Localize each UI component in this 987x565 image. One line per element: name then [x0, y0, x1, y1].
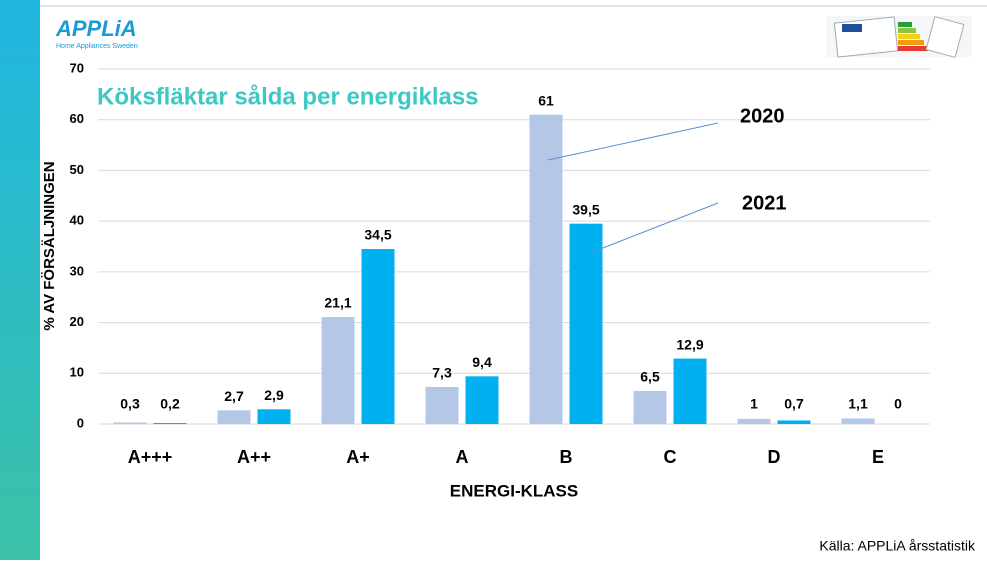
value-label: 2,9: [264, 387, 284, 403]
x-tick-label: A+++: [128, 447, 173, 467]
value-label: 1,1: [848, 396, 868, 412]
y-tick-label: 30: [70, 263, 84, 278]
y-tick-label: 50: [70, 162, 84, 177]
x-axis-title: ENERGI-KLASS: [450, 481, 578, 500]
bar: [114, 422, 147, 424]
value-label: 1: [750, 396, 758, 412]
bar: [154, 423, 187, 424]
x-tick-label: E: [872, 447, 884, 467]
y-tick-label: 20: [70, 314, 84, 329]
bar: [738, 419, 771, 424]
bar: [634, 391, 667, 424]
x-tick-label: D: [768, 447, 781, 467]
value-label: 0,7: [784, 396, 804, 412]
x-tick-label: B: [560, 447, 573, 467]
value-label: 7,3: [432, 365, 452, 381]
bar: [362, 249, 395, 424]
x-tick-label: A++: [237, 447, 271, 467]
bar: [570, 224, 603, 424]
series-label: 2020: [740, 105, 785, 127]
bar: [842, 418, 875, 424]
value-label: 34,5: [364, 227, 391, 243]
series-label: 2021: [742, 192, 787, 214]
value-label: 2,7: [224, 388, 244, 404]
chart-title: Köksfläktar sålda per energiklass: [97, 83, 479, 110]
bar: [674, 359, 707, 424]
bar: [778, 420, 811, 424]
y-tick-label: 40: [70, 213, 84, 228]
logo: APPLiA: [55, 16, 137, 41]
value-label: 9,4: [472, 354, 492, 370]
source-note: Källa: APPLiA årsstatistik: [819, 538, 976, 554]
energy-label-icon: [826, 16, 972, 57]
value-label: 0: [894, 396, 902, 412]
value-label: 6,5: [640, 369, 660, 385]
value-label: 61: [538, 92, 554, 108]
y-tick-label: 70: [70, 60, 84, 75]
y-axis-title: % AV FÖRSÄLJNINGEN: [41, 161, 58, 330]
x-tick-label: A+: [346, 447, 370, 467]
logo-tagline: Home Appliances Sweden: [56, 43, 138, 50]
value-label: 0,3: [120, 396, 140, 412]
bar: [322, 317, 355, 424]
y-tick-label: 0: [77, 415, 84, 430]
value-label: 21,1: [324, 295, 351, 311]
bar: [426, 387, 459, 424]
value-label: 12,9: [676, 336, 703, 352]
y-tick-label: 10: [70, 365, 84, 380]
side-band: [0, 0, 40, 560]
bar: [530, 115, 563, 424]
x-tick-label: C: [664, 447, 677, 467]
value-label: 0,2: [160, 396, 180, 412]
bar: [258, 409, 291, 424]
bar: [218, 410, 251, 424]
bar: [466, 376, 499, 424]
slide: APPLiA Home Appliances Sweden Köksfläkta…: [0, 0, 987, 560]
x-tick-label: A: [456, 447, 469, 467]
value-label: 39,5: [572, 201, 599, 217]
y-tick-label: 60: [70, 111, 84, 126]
